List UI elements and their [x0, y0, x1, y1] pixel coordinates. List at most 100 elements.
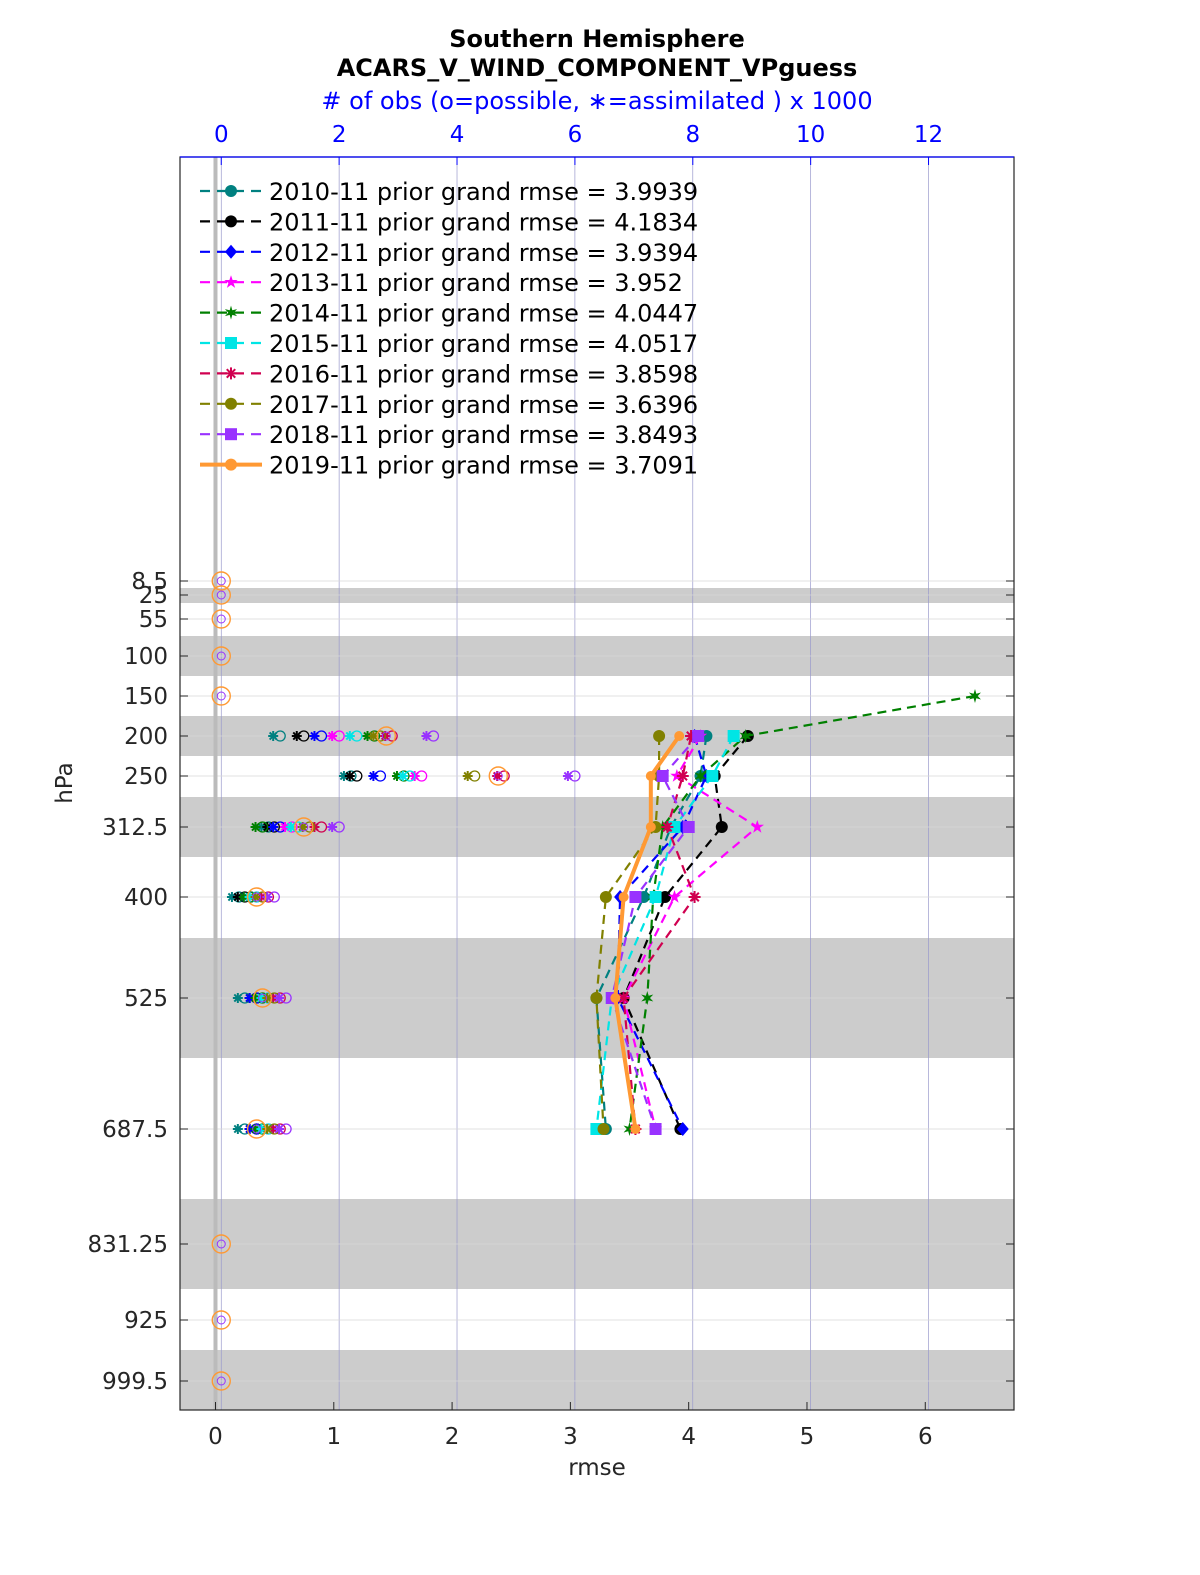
top-tick-label: 6: [568, 122, 583, 148]
series-line: [595, 736, 661, 1130]
asterisk-stroke: [274, 993, 284, 1003]
y-tick-label: 999.5: [102, 1369, 168, 1395]
legend-marker: [225, 244, 237, 259]
y-tick-label: 200: [124, 724, 168, 750]
x-axis-label: rmse: [568, 1455, 626, 1481]
obs-possible-marker: [211, 1371, 231, 1391]
obs-assimilated-marker: [268, 731, 279, 741]
asterisk-stroke: [286, 822, 296, 832]
x-tick-label: 0: [208, 1424, 223, 1450]
data-point: [688, 891, 701, 903]
obs-possible-marker: [258, 993, 268, 1003]
top-tick-label: 8: [685, 122, 700, 148]
legend-label: 2018-11 prior grand rmse = 3.8493: [269, 421, 698, 449]
obs-possible-marker: [216, 1239, 226, 1249]
y-tick-label: 925: [124, 1308, 168, 1334]
data-point: [630, 1124, 641, 1134]
data-point: [667, 890, 682, 903]
obs-assimilated-marker: [309, 731, 320, 741]
obs-possible-marker: [216, 1376, 226, 1386]
legend-label: 2010-11 prior grand rmse = 3.9939: [269, 178, 698, 206]
obs-assimilated-marker: [462, 771, 473, 781]
series-line: [628, 694, 976, 1130]
obs-possible-marker: [381, 731, 391, 741]
obs-assimilated-marker: [291, 731, 302, 741]
obs-possible-marker: [252, 1124, 262, 1134]
top-tick-label: 0: [214, 122, 229, 148]
axis-ticks: 0 1 2 3 4 5 60 2 4 6 8 10 128.52555100150200250312.5…: [88, 122, 1014, 1450]
data-point: [694, 769, 707, 783]
data-point: [599, 891, 612, 903]
data-point: [706, 770, 719, 782]
data-point: [610, 993, 621, 1003]
legend: 2010-11 prior grand rmse = 3.99392011-11…: [200, 178, 698, 480]
obs-assimilated-marker: [327, 731, 338, 741]
top-tick-label: 2: [332, 122, 347, 148]
series-line: [595, 735, 735, 1130]
legend-label: 2019-11 prior grand rmse = 3.7091: [269, 452, 698, 480]
legend-entry: 2018-11 prior grand rmse = 3.8493: [200, 421, 698, 449]
asterisk-stroke: [263, 993, 272, 1003]
obs-possible-marker: [211, 1310, 231, 1330]
top-tick-label: 10: [796, 122, 825, 148]
legend-marker: [225, 458, 237, 471]
asterisk-stroke: [422, 731, 431, 741]
obs-possible-marker: [252, 892, 262, 902]
asterisk-stroke: [268, 731, 278, 741]
obs-assimilated-marker: [562, 771, 573, 781]
legend-label: 2015-11 prior grand rmse = 4.0517: [269, 330, 698, 358]
data-point: [750, 820, 764, 833]
y-tick-label: 525: [124, 986, 168, 1012]
obs-possible-marker: [294, 817, 314, 837]
x-tick-label: 1: [326, 1424, 341, 1450]
obs-assimilated-marker: [268, 822, 279, 832]
series-line: [622, 735, 760, 1130]
obs-possible-marker: [488, 766, 508, 786]
series-6: [617, 730, 701, 1135]
data-point: [727, 730, 740, 742]
asterisk-stroke: [345, 731, 355, 741]
legend-entry: 2016-11 prior grand rmse = 3.8598: [200, 360, 698, 388]
legend-label: 2014-11 prior grand rmse = 4.0447: [269, 300, 698, 328]
data-point: [641, 991, 654, 1005]
data-point: [597, 1123, 610, 1135]
data-point: [645, 822, 656, 832]
legend-label: 2013-11 prior grand rmse = 3.952: [269, 269, 683, 297]
obs-possible-marker: [211, 571, 231, 591]
asterisk-stroke: [310, 731, 319, 741]
legend-entry: 2017-11 prior grand rmse = 3.6396: [200, 391, 698, 419]
obs-assimilated-marker: [327, 822, 338, 832]
data-point: [649, 1123, 662, 1135]
x-tick-label: 2: [445, 1424, 460, 1450]
top-tick-label: 4: [450, 122, 465, 148]
data-point: [674, 731, 685, 741]
asterisk-stroke: [251, 822, 260, 832]
obs-assimilated-marker: [262, 892, 273, 902]
asterisk-stroke: [292, 731, 302, 741]
obs-possible-marker: [252, 988, 273, 1008]
data-point: [968, 689, 981, 703]
legend-marker: [225, 215, 237, 228]
legend-entry: 2012-11 prior grand rmse = 3.9394: [200, 239, 698, 267]
data-point: [618, 892, 629, 902]
series-line: [616, 735, 708, 1130]
level-band: [180, 1350, 1014, 1410]
legend-entry: 2013-11 prior grand rmse = 3.952: [200, 269, 683, 297]
level-band: [180, 588, 1014, 603]
obs-assimilated-marker: [397, 771, 408, 781]
data-point: [682, 821, 695, 833]
obs-count-markers: [211, 571, 581, 1391]
obs-possible-marker: [211, 646, 231, 666]
legend-entry: 2014-11 prior grand rmse = 4.0447: [200, 300, 698, 328]
series-line: [613, 734, 681, 1130]
asterisk-stroke: [689, 892, 700, 902]
y-tick-label: 400: [124, 885, 168, 911]
legend-marker: [225, 185, 237, 197]
obs-possible-marker: [216, 1315, 226, 1325]
data-point: [653, 730, 666, 742]
legend-marker: [225, 367, 237, 380]
legend-marker: [225, 337, 237, 349]
y-tick-label: 150: [124, 684, 168, 710]
obs-assimilated-marker: [262, 993, 273, 1003]
obs-possible-marker: [211, 585, 231, 605]
